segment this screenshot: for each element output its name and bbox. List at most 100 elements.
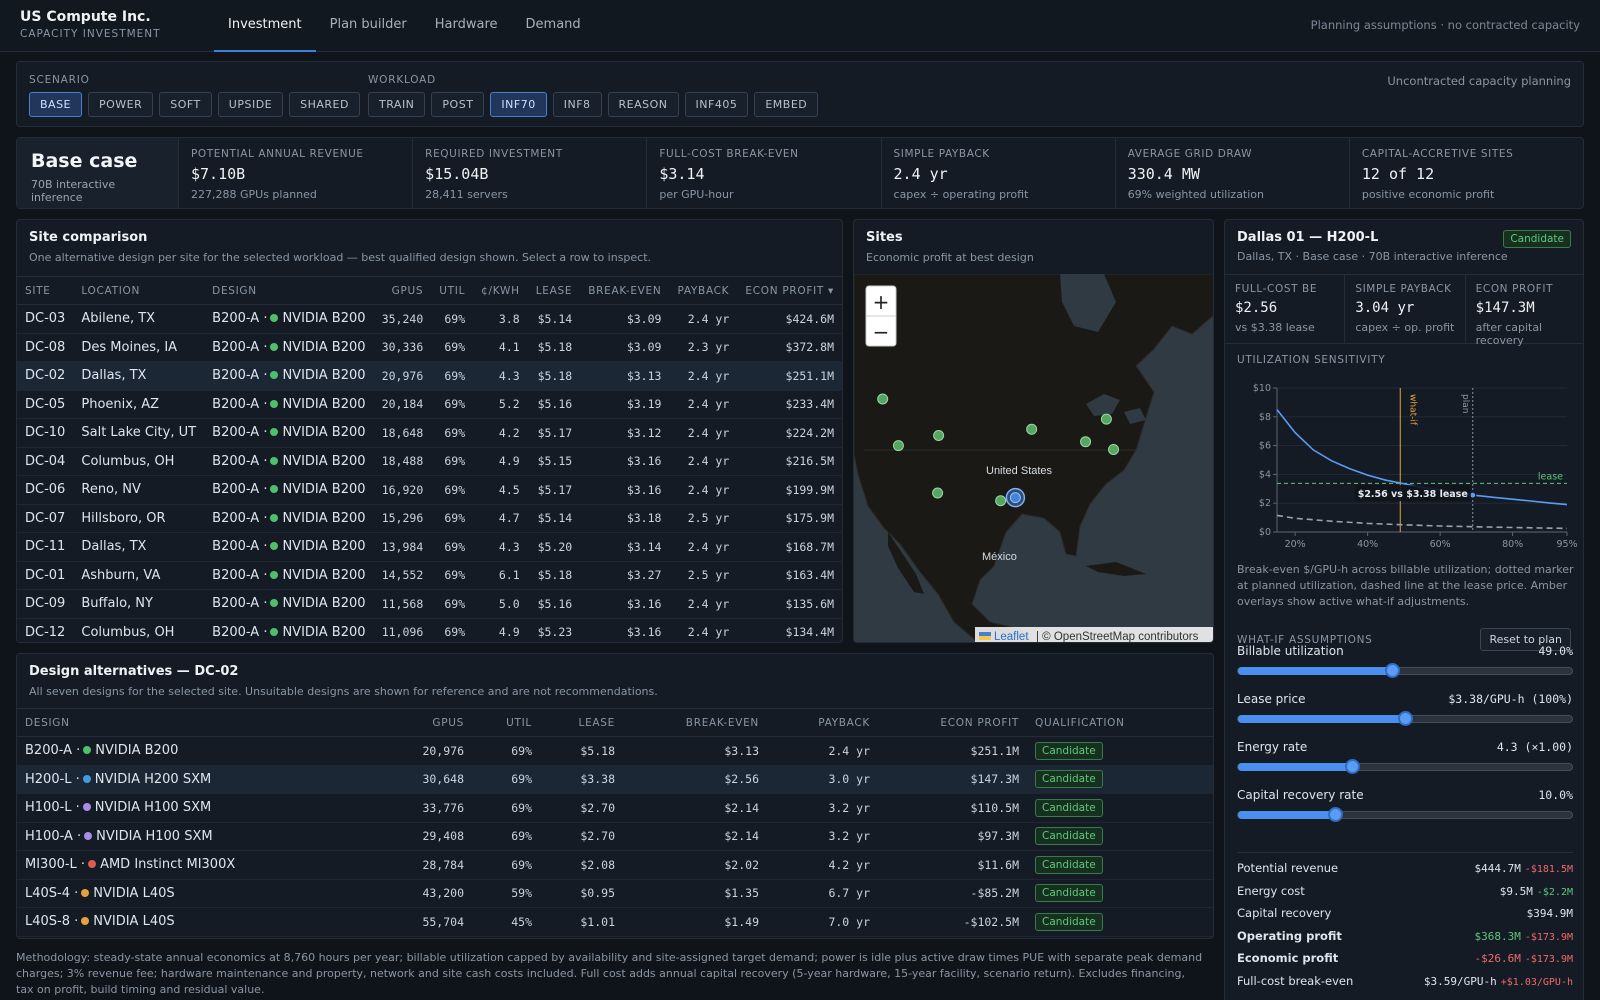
site-marker[interactable] <box>995 495 1007 507</box>
y-tick-label: $2 <box>1259 498 1271 509</box>
column-header[interactable]: UTIL <box>472 708 540 737</box>
workload-option-embed[interactable]: EMBED <box>754 92 819 117</box>
table-row[interactable]: B200-A · NVIDIA B200 20,976 69% $5.18 $3.13 2.… <box>17 736 1213 766</box>
site-marker[interactable] <box>892 440 904 452</box>
site-id: DC-11 <box>17 532 74 562</box>
tab-investment[interactable]: Investment <box>214 0 316 52</box>
workload-option-reason[interactable]: REASON <box>607 92 679 117</box>
column-header[interactable]: PAYBACK <box>669 276 738 305</box>
scenario-option-shared[interactable]: SHARED <box>289 92 360 117</box>
site-id: DC-07 <box>17 504 74 533</box>
kpi-label: SIMPLE PAYBACK <box>893 148 990 160</box>
column-header[interactable]: LOCATION <box>73 276 205 305</box>
reset-to-plan-button[interactable]: Reset to plan <box>1480 628 1571 651</box>
column-header[interactable]: GPUS <box>377 708 472 737</box>
column-header[interactable]: UTIL <box>431 276 474 305</box>
slider-track[interactable] <box>1237 759 1573 774</box>
zoom-out-button[interactable]: − <box>873 320 890 344</box>
table-row[interactable]: MI300-L · AMD Instinct MI300X 28,784 69% $2.… <box>17 850 1213 880</box>
scenario-option-upside[interactable]: UPSIDE <box>217 92 284 117</box>
tab-hardware[interactable]: Hardware <box>434 17 498 32</box>
cell-lease: $3.38 <box>540 765 623 794</box>
table-row[interactable]: H100-A · NVIDIA H100 SXM 29,408 69% $2.70 $2.… <box>17 822 1213 851</box>
vendor-dot-icon <box>270 599 279 608</box>
site-marker[interactable] <box>1026 423 1038 435</box>
cell-lease: $2.08 <box>540 850 623 880</box>
table-row[interactable]: DC-06 Reno, NV B200-A · NVIDIA B200 16,920 69… <box>17 475 842 505</box>
cell-lease: $5.16 <box>527 589 581 619</box>
table-row[interactable]: DC-11 Dallas, TX B200-A · NVIDIA B200 13,984… <box>17 532 842 562</box>
site-marker[interactable] <box>1100 413 1112 425</box>
table-row[interactable]: L40S-8 · NVIDIA L40S 55,704 45% $1.01 $1.49 7.… <box>17 907 1213 937</box>
table-row[interactable]: DC-10 Salt Lake City, UT B200-A · NVIDIA B2… <box>17 418 842 448</box>
column-header[interactable]: LEASE <box>540 708 623 737</box>
table-row[interactable]: DC-05 Phoenix, AZ B200-A · NVIDIA B200 20,18… <box>17 390 842 419</box>
table-row[interactable]: DC-12 Columbus, OH B200-A · NVIDIA B200 11,0… <box>17 618 842 642</box>
slider-handle[interactable] <box>1344 759 1360 774</box>
vendor-dot-icon <box>81 917 90 926</box>
workload-option-train[interactable]: TRAIN <box>368 92 426 117</box>
column-header[interactable]: BREAK-EVEN <box>623 708 767 737</box>
table-row[interactable]: H100-L · NVIDIA H100 SXM 33,776 69% $2.70 $2.… <box>17 793 1213 823</box>
table-row[interactable]: DC-03 Abilene, TX B200-A · NVIDIA B200 35,24… <box>17 304 842 334</box>
site-marker[interactable] <box>1108 443 1120 455</box>
cell-be: $1.35 <box>623 879 767 908</box>
cell-util: 69% <box>472 765 540 794</box>
site-design: B200-A · NVIDIA B200 <box>204 361 374 391</box>
column-header[interactable]: ¢/KWH <box>473 276 528 305</box>
column-header[interactable]: SITE <box>17 276 74 305</box>
column-header[interactable]: QUALIFICATION <box>1027 708 1213 737</box>
table-row[interactable]: DC-04 Columbus, OH B200-A · NVIDIA B200 18,4… <box>17 447 842 476</box>
vendor-dot-icon <box>84 831 93 840</box>
design-code: B200-A · <box>212 624 268 640</box>
site-marker[interactable] <box>1009 492 1021 504</box>
leaflet-link[interactable]: Leaflet <box>994 631 1029 643</box>
table-row[interactable]: DC-08 Des Moines, IA B200-A · NVIDIA B200 30… <box>17 333 842 362</box>
methodology-note: Methodology: steady-state annual economi… <box>16 951 1203 996</box>
tab-demand[interactable]: Demand <box>525 17 581 32</box>
column-header[interactable]: PAYBACK <box>767 708 878 737</box>
column-header[interactable]: BREAK-EVEN <box>580 276 670 305</box>
slider-handle[interactable] <box>1327 807 1343 822</box>
column-header[interactable]: ECON PROFIT <box>878 708 1027 737</box>
workload-option-inf70[interactable]: INF70 <box>490 92 547 117</box>
slider-track[interactable] <box>1237 711 1573 726</box>
table-row[interactable]: DC-09 Buffalo, NY B200-A · NVIDIA B200 11,56… <box>17 589 842 619</box>
table-row[interactable]: DC-01 Ashburn, VA B200-A · NVIDIA B200 14,55… <box>17 561 842 590</box>
site-marker[interactable] <box>877 393 889 405</box>
slider-track[interactable] <box>1237 807 1573 822</box>
cell-lease: $5.23 <box>527 618 581 642</box>
zoom-in-button[interactable]: + <box>873 290 890 314</box>
slider-handle[interactable] <box>1398 711 1413 726</box>
cell-ckwh: 5.0 <box>473 589 528 619</box>
sites-map[interactable]: United States México + − Leaflet | © Ope… <box>854 274 1214 643</box>
workload-option-inf405[interactable]: INF405 <box>684 92 749 117</box>
cell-econ-profit: $147.3M <box>878 765 1027 794</box>
column-header[interactable]: LEASE <box>527 276 581 305</box>
cell-econ-profit: $135.6M <box>737 589 842 619</box>
table-row[interactable]: H200-L · NVIDIA H200 SXM 30,648 69% $3.38 $2.… <box>17 765 1213 794</box>
table-row[interactable]: L40S-4 · NVIDIA L40S 43,200 59% $0.95 $1.35 6.… <box>17 879 1213 908</box>
site-id: DC-06 <box>17 475 74 505</box>
tab-plan-builder[interactable]: Plan builder <box>329 17 407 32</box>
site-marker[interactable] <box>932 487 944 499</box>
design-cell: L40S-8 · NVIDIA L40S <box>17 907 377 937</box>
workload-option-post[interactable]: POST <box>431 92 485 117</box>
column-header[interactable]: DESIGN <box>204 276 374 305</box>
site-marker[interactable] <box>933 429 945 441</box>
cell-gpus: 18,648 <box>373 418 432 448</box>
scenario-option-base[interactable]: BASE <box>29 92 83 117</box>
cell-econ-profit: $233.4M <box>737 390 842 419</box>
table-row[interactable]: DC-02 Dallas, TX B200-A · NVIDIA B200 20,976… <box>17 361 842 391</box>
scenario-option-soft[interactable]: SOFT <box>159 92 212 117</box>
table-row[interactable]: DC-07 Hillsboro, OR B200-A · NVIDIA B200 15,… <box>17 504 842 533</box>
column-header[interactable]: ECON PROFIT ▾ <box>737 276 842 305</box>
scenario-option-power[interactable]: POWER <box>88 92 154 117</box>
slider-handle[interactable] <box>1384 663 1400 678</box>
workload-option-inf8[interactable]: INF8 <box>552 92 602 117</box>
slider-track[interactable] <box>1237 663 1573 678</box>
site-marker[interactable] <box>1080 436 1092 448</box>
kpi-value: $2.56 <box>1235 300 1278 316</box>
column-header[interactable]: GPUS <box>373 276 432 305</box>
column-header[interactable]: DESIGN <box>17 708 377 737</box>
